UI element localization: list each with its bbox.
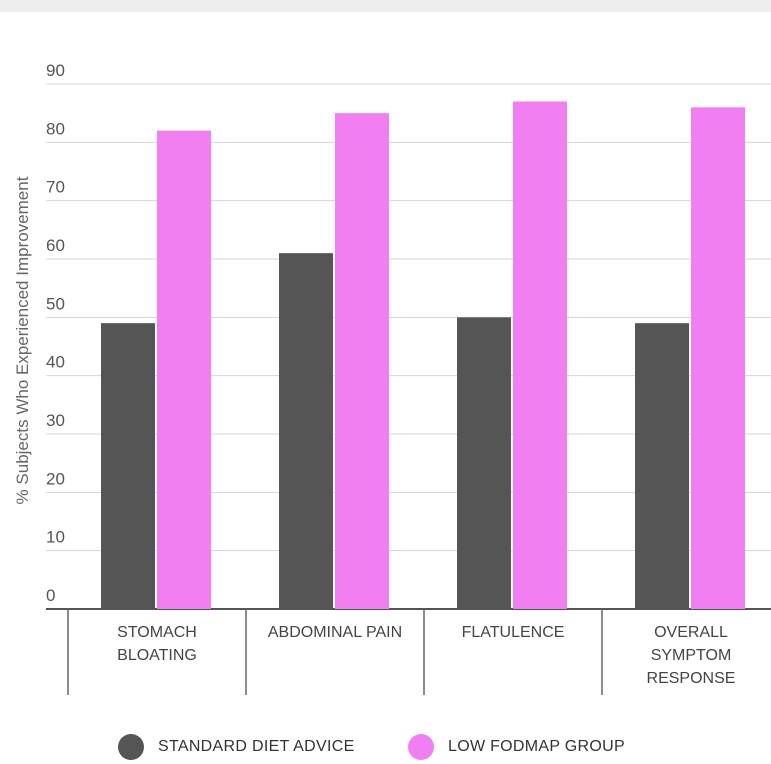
bar-low-fodmap-1 bbox=[157, 130, 211, 609]
legend-swatch-low-fodmap bbox=[408, 734, 434, 760]
y-tick-60: 60 bbox=[46, 236, 65, 255]
x-category-line: OVERALL bbox=[654, 624, 728, 641]
x-category-line: RESPONSE bbox=[647, 670, 736, 687]
legend-swatch-standard bbox=[118, 734, 144, 760]
bar-low-fodmap-4 bbox=[691, 107, 745, 609]
x-category-label-1: STOMACH BLOATING bbox=[117, 624, 197, 664]
legend: STANDARD DIET ADVICE LOW FODMAP GROUP bbox=[0, 734, 771, 764]
bar-chart: 0 10 20 30 40 50 60 70 80 90 % Subjects Who Exper… bbox=[13, 61, 771, 695]
x-category-label-4: OVERALL SYMPTOM RESPONSE bbox=[647, 624, 736, 687]
y-tick-0: 0 bbox=[46, 586, 55, 605]
bar-standard-3 bbox=[457, 317, 511, 609]
bar-standard-1 bbox=[101, 323, 155, 609]
y-tick-90: 90 bbox=[46, 61, 65, 80]
x-category-label-3: FLATULENCE bbox=[462, 624, 565, 641]
y-axis-label: % Subjects Who Experienced Improvement bbox=[13, 176, 32, 504]
y-tick-20: 20 bbox=[46, 469, 65, 488]
x-category-line: STOMACH bbox=[117, 624, 197, 641]
x-category-labels: STOMACH BLOATING ABDOMINAL PAIN FLATULENCE O… bbox=[67, 609, 736, 695]
bars bbox=[101, 101, 745, 610]
bar-low-fodmap-2 bbox=[335, 113, 389, 610]
legend-label-standard: STANDARD DIET ADVICE bbox=[158, 738, 355, 755]
bar-standard-4 bbox=[635, 323, 689, 609]
bar-standard-2 bbox=[279, 253, 333, 609]
bar-low-fodmap-3 bbox=[513, 101, 567, 609]
y-tick-labels: 0 10 20 30 40 50 60 70 80 90 bbox=[46, 61, 65, 605]
top-strip bbox=[0, 0, 771, 12]
x-category-line: ABDOMINAL PAIN bbox=[268, 624, 402, 641]
x-category-line: SYMPTOM bbox=[651, 647, 732, 664]
legend-label-low-fodmap: LOW FODMAP GROUP bbox=[448, 738, 625, 755]
x-category-line: FLATULENCE bbox=[462, 624, 565, 641]
x-category-label-2: ABDOMINAL PAIN bbox=[268, 624, 402, 641]
y-tick-80: 80 bbox=[46, 119, 65, 138]
legend-item-standard: STANDARD DIET ADVICE bbox=[118, 734, 355, 760]
y-tick-30: 30 bbox=[46, 411, 65, 430]
x-category-line: BLOATING bbox=[117, 647, 197, 664]
y-tick-10: 10 bbox=[46, 528, 65, 547]
y-tick-70: 70 bbox=[46, 178, 65, 197]
y-tick-40: 40 bbox=[46, 353, 65, 372]
legend-item-low-fodmap: LOW FODMAP GROUP bbox=[408, 734, 625, 760]
y-tick-50: 50 bbox=[46, 294, 65, 313]
